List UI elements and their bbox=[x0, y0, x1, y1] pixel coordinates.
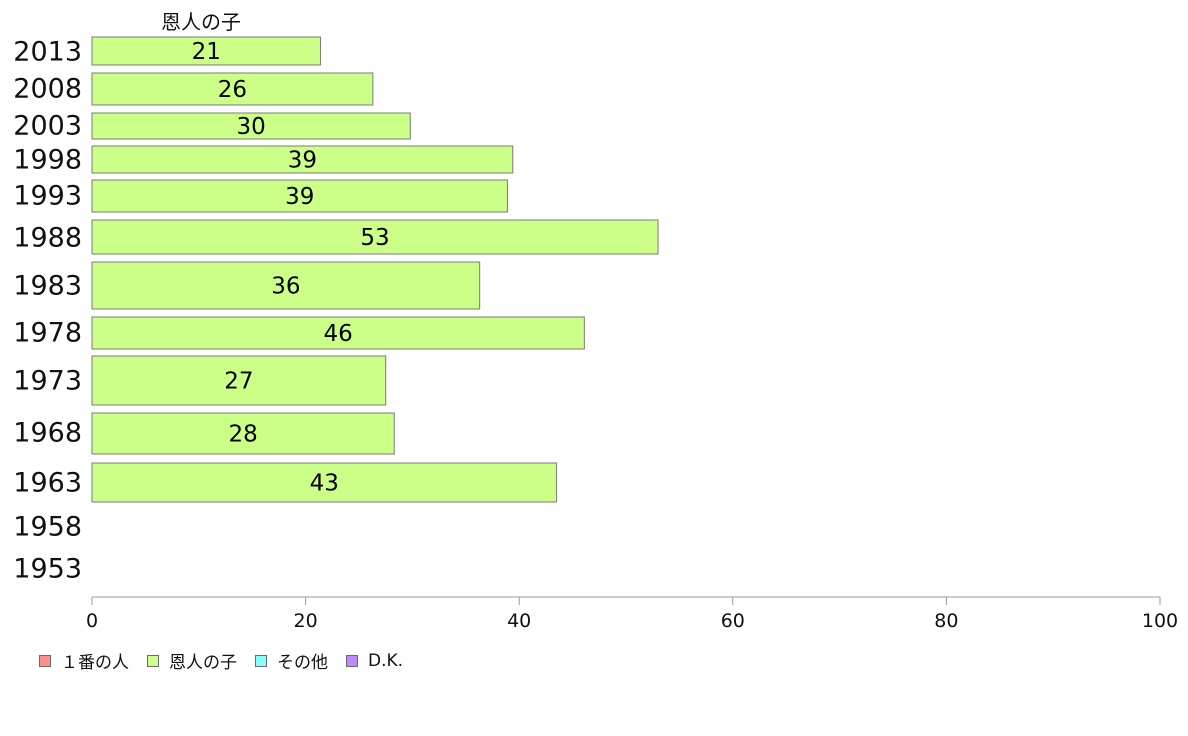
category-label-1953: 1953 bbox=[13, 554, 82, 585]
category-label-1973: 1973 bbox=[13, 366, 82, 397]
category-label-1963: 1963 bbox=[13, 468, 82, 499]
x-tick-label-40: 40 bbox=[507, 610, 531, 632]
x-tick-label-0: 0 bbox=[86, 610, 98, 632]
x-tick-label-100: 100 bbox=[1142, 610, 1178, 632]
legend-swatch-dk bbox=[346, 654, 358, 667]
bar-1978 bbox=[91, 316, 585, 350]
bar-1973 bbox=[91, 355, 387, 406]
data-label-1998: 39 bbox=[288, 148, 317, 174]
legend-item-benefactor-child: 恩人の子 bbox=[147, 648, 237, 673]
bar-chart: 2013 21 2008 26 2003 30 1998 39 1993 39 1988 53 1983… bbox=[13, 36, 1178, 632]
legend-label-first-person: １番の人 bbox=[61, 653, 129, 673]
x-tick-label-20: 20 bbox=[294, 610, 318, 632]
legend-item-first-person: １番の人 bbox=[39, 648, 129, 673]
series-header-label: 恩人の子 bbox=[161, 10, 241, 34]
category-label-1958: 1958 bbox=[13, 512, 82, 543]
category-label-2008: 2008 bbox=[13, 74, 82, 105]
data-label-1978: 46 bbox=[324, 321, 353, 347]
category-label-2003: 2003 bbox=[13, 111, 82, 142]
data-label-2003: 30 bbox=[236, 114, 265, 140]
category-label-1988: 1988 bbox=[13, 223, 82, 254]
legend-swatch-other bbox=[255, 654, 267, 667]
bar-1998 bbox=[91, 145, 514, 174]
data-label-1983: 36 bbox=[271, 274, 300, 300]
bar-1968 bbox=[91, 412, 395, 455]
category-label-1993: 1993 bbox=[13, 181, 82, 212]
bar-2003 bbox=[91, 112, 411, 140]
category-label-1978: 1978 bbox=[13, 318, 82, 349]
data-label-2008: 26 bbox=[218, 77, 247, 103]
legend-item-other: その他 bbox=[255, 648, 328, 673]
legend-item-dk: D.K. bbox=[346, 651, 403, 671]
bar-2008 bbox=[91, 72, 374, 106]
category-label-1983: 1983 bbox=[13, 271, 82, 302]
legend-label-benefactor-child: 恩人の子 bbox=[169, 653, 237, 673]
data-label-1963: 43 bbox=[310, 471, 339, 497]
data-label-1993: 39 bbox=[285, 184, 314, 210]
data-label-1973: 27 bbox=[224, 369, 253, 395]
bar-1993 bbox=[91, 179, 508, 213]
category-label-2013: 2013 bbox=[13, 37, 82, 68]
bar-1983 bbox=[91, 261, 481, 310]
data-label-1988: 53 bbox=[360, 225, 389, 251]
data-label-1968: 28 bbox=[228, 422, 257, 448]
legend-swatch-benefactor-child bbox=[147, 654, 159, 667]
data-label-2013: 21 bbox=[192, 39, 221, 65]
legend: １番の人 恩人の子 その他 D.K. bbox=[39, 648, 421, 673]
bar-1963 bbox=[91, 462, 558, 503]
category-label-1998: 1998 bbox=[13, 145, 82, 176]
category-label-1968: 1968 bbox=[13, 418, 82, 449]
legend-label-other: その他 bbox=[277, 653, 328, 673]
x-tick-label-60: 60 bbox=[721, 610, 745, 632]
legend-swatch-first-person bbox=[39, 654, 51, 667]
bar-1988 bbox=[91, 219, 659, 255]
bar-2013 bbox=[91, 36, 322, 66]
legend-label-dk: D.K. bbox=[368, 650, 404, 671]
x-tick-label-80: 80 bbox=[934, 610, 958, 632]
